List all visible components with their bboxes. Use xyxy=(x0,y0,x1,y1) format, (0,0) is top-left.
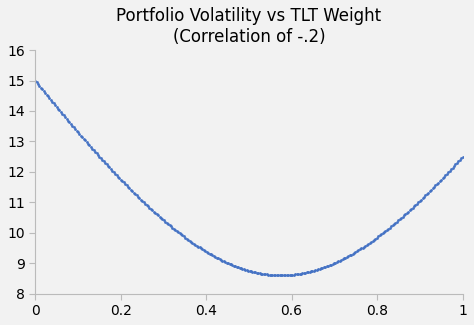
Title: Portfolio Volatility vs TLT Weight
(Correlation of -.2): Portfolio Volatility vs TLT Weight (Corr… xyxy=(116,7,382,46)
